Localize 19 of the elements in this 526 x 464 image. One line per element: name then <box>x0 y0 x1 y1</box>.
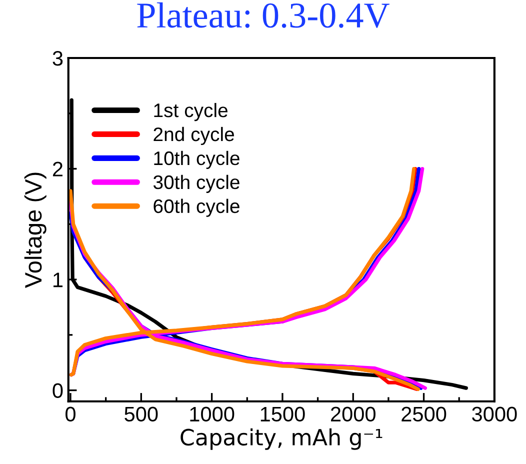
x-axis-title: Capacity, mAh g⁻¹ <box>180 428 382 450</box>
y-tick-label: 1 <box>54 272 63 288</box>
chart-title: Plateau: 0.3-0.4V <box>137 2 390 28</box>
x-tick-label: 2000 <box>331 406 376 422</box>
y-tick-label: 2 <box>52 162 62 176</box>
legend-label: 30th cycle <box>153 174 240 193</box>
y-tick-label: 0 <box>52 383 63 398</box>
legend-label: 2nd cycle <box>154 126 234 146</box>
x-tick-label: 3000 <box>472 406 517 422</box>
x-tick-label: 500 <box>124 406 158 422</box>
legend-label: 60th cycle <box>154 198 240 217</box>
x-tick-label: 1500 <box>260 406 305 422</box>
legend-label: 1st cycle <box>154 102 228 122</box>
x-tick-label: 1000 <box>190 406 234 422</box>
x-tick-label: 0 <box>66 406 76 422</box>
y-tick-label: 3 <box>52 51 63 66</box>
y-axis-title: Voltage (V) <box>24 172 46 288</box>
legend-label: 10th cycle <box>154 150 240 170</box>
x-tick-label: 2500 <box>402 406 446 422</box>
